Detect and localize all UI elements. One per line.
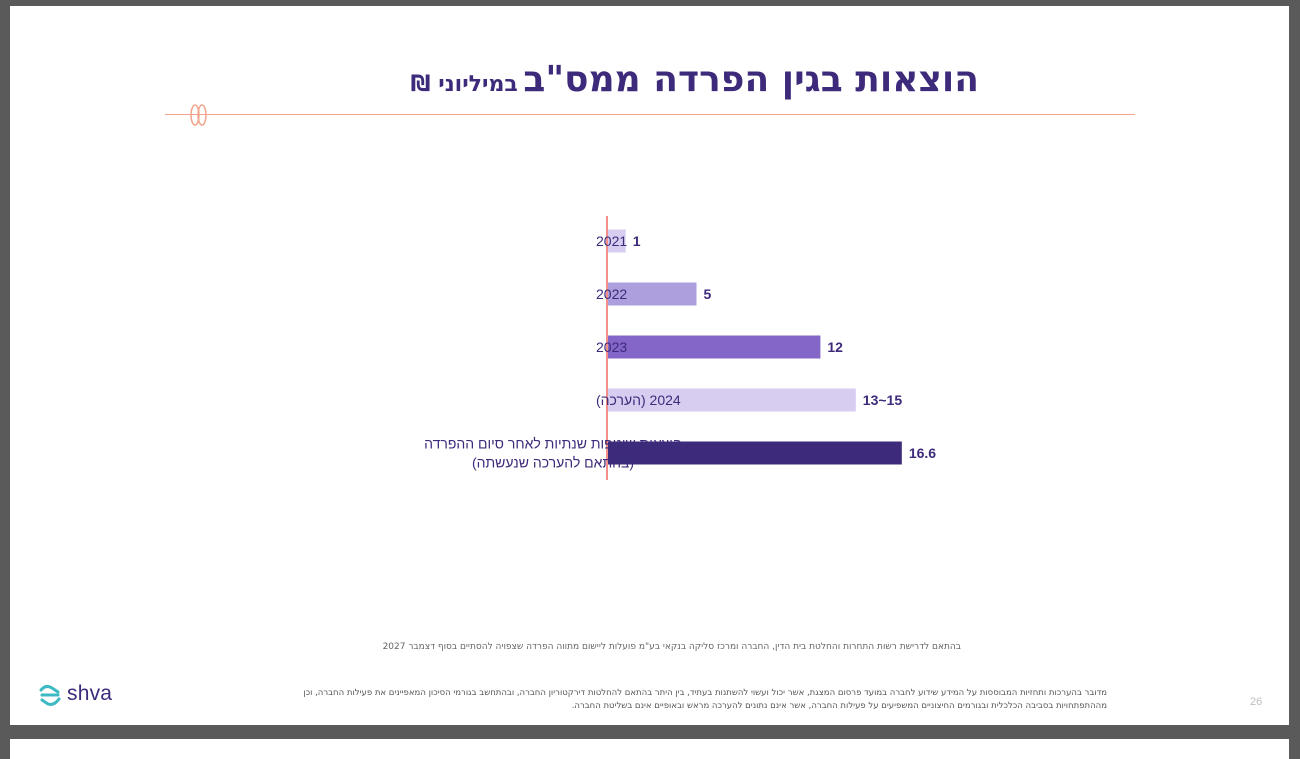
- category-label-4-1: (בהתאם להערכה שנעשתה): [472, 455, 634, 471]
- page-number: 26: [1250, 696, 1263, 708]
- bar-chart: 1 2021 5 2022 12 2023 13~15 2024 (הערכה) 16.6 הוצ…: [424, 216, 936, 480]
- category-label-3-0: 2024 (הערכה): [596, 392, 681, 408]
- bar-1: [608, 282, 697, 306]
- shva-logo: shva: [38, 682, 112, 706]
- footnote: בהתאם לדרישת רשות התחרות והחלטת בית הדין…: [382, 642, 961, 652]
- category-label-2-0: 2023: [596, 339, 627, 355]
- value-label-1: 5: [704, 286, 712, 302]
- value-label-2: 12: [827, 339, 843, 355]
- disclaimer-line-2: מההתפתחויות בסביבה הכלכלית ובגורמים החיצ…: [571, 701, 1107, 711]
- decorative-divider: [165, 114, 1135, 115]
- next-slide-edge: [10, 739, 1289, 759]
- value-label-4: 16.6: [909, 445, 936, 461]
- disclaimer: מדובר בהערכות ותחזיות המבוססות על המידע …: [177, 687, 1107, 713]
- category-label-1-0: 2022: [596, 286, 627, 302]
- bar-0: [608, 229, 626, 253]
- shva-logo-icon: [39, 684, 61, 706]
- page-title: הוצאות בגין הפרדה ממס"ב במיליוני ₪: [411, 58, 979, 108]
- rings-icon: [190, 104, 207, 126]
- title-main: הוצאות בגין הפרדה ממס"ב: [523, 59, 979, 100]
- title-subtitle: במיליוני ₪: [410, 72, 518, 97]
- value-label-3: 13~15: [863, 392, 903, 408]
- category-label-4-0: הוצאות שוטפות שנתיות לאחר סיום ההפרדה: [424, 436, 682, 452]
- slide: הוצאות בגין הפרדה ממס"ב במיליוני ₪ 1 2021…: [10, 6, 1289, 725]
- bar-2: [608, 335, 821, 359]
- logo-text: shva: [67, 682, 113, 705]
- bar-4: [608, 441, 902, 465]
- category-label-0-0: 2021: [596, 233, 627, 249]
- disclaimer-line-1: מדובר בהערכות ותחזיות המבוססות על המידע …: [303, 688, 1107, 698]
- bar-3: [608, 388, 856, 412]
- value-label-0: 1: [633, 233, 641, 249]
